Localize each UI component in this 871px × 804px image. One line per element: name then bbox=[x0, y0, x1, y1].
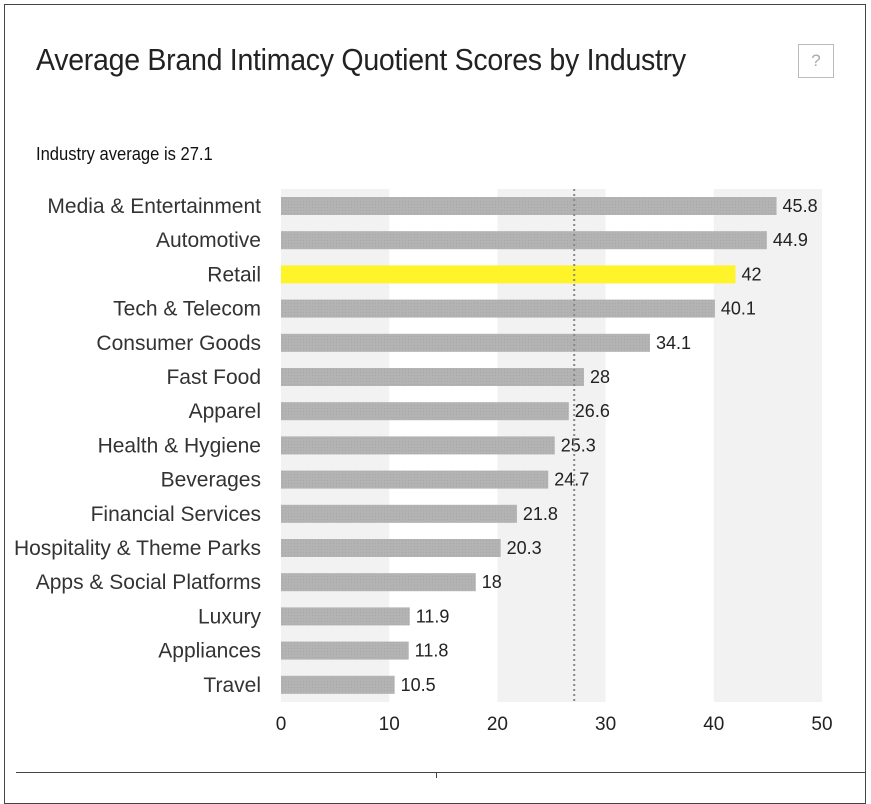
bar-highlight bbox=[281, 265, 736, 284]
value-label: 42 bbox=[741, 264, 761, 284]
bar bbox=[281, 231, 767, 250]
bar-chart: Media & Entertainment 45.8 Automotive 44.9 R… bbox=[14, 189, 833, 735]
category-label: Appliances bbox=[158, 640, 261, 663]
x-tick-label: 50 bbox=[811, 714, 832, 735]
bar bbox=[281, 436, 555, 455]
category-label: Travel bbox=[203, 674, 261, 697]
value-label: 11.8 bbox=[415, 641, 449, 661]
bar bbox=[281, 197, 777, 215]
x-tick-label: 20 bbox=[487, 714, 508, 735]
bar bbox=[281, 299, 715, 318]
value-label: 34.1 bbox=[656, 333, 691, 353]
value-label: 40.1 bbox=[721, 299, 756, 319]
bar bbox=[281, 607, 410, 626]
value-label: 21.8 bbox=[523, 504, 558, 524]
value-label: 26.6 bbox=[575, 401, 610, 421]
bar bbox=[281, 539, 501, 557]
value-label: 28 bbox=[590, 367, 610, 387]
category-label: Consumer Goods bbox=[96, 332, 261, 355]
value-label: 10.5 bbox=[401, 675, 436, 695]
chart-title: Average Brand Intimacy Quotient Scores b… bbox=[36, 42, 686, 77]
category-label: Apparel bbox=[189, 400, 261, 423]
category-label: Beverages bbox=[161, 469, 261, 492]
x-tick-label: 10 bbox=[379, 714, 400, 735]
x-tick-label: 0 bbox=[276, 714, 287, 735]
category-label: Hospitality & Theme Parks bbox=[14, 537, 261, 560]
help-icon: ? bbox=[811, 51, 821, 70]
divider-tick bbox=[436, 772, 437, 778]
category-label: Media & Entertainment bbox=[47, 195, 261, 218]
value-label: 44.9 bbox=[773, 230, 808, 250]
bar bbox=[281, 470, 549, 489]
category-label: Health & Hygiene bbox=[98, 434, 261, 457]
bar bbox=[281, 675, 395, 694]
value-label: 24.7 bbox=[554, 470, 589, 490]
help-button[interactable]: ? bbox=[798, 44, 834, 78]
bar bbox=[281, 504, 517, 523]
value-label: 11.9 bbox=[416, 606, 450, 626]
x-tick-label: 30 bbox=[595, 714, 616, 735]
chart-subtitle: Industry average is 27.1 bbox=[36, 144, 213, 164]
category-label: Financial Services bbox=[91, 503, 261, 526]
value-label: 45.8 bbox=[783, 196, 818, 216]
value-label: 18 bbox=[482, 572, 502, 592]
bar bbox=[281, 368, 584, 386]
category-label: Luxury bbox=[198, 605, 262, 628]
bar bbox=[281, 641, 409, 660]
category-label: Fast Food bbox=[166, 366, 261, 389]
category-label: Tech & Telecom bbox=[113, 298, 261, 321]
value-label: 25.3 bbox=[561, 435, 596, 455]
category-label: Automotive bbox=[156, 229, 261, 252]
x-tick-label: 40 bbox=[703, 714, 724, 735]
divider bbox=[16, 772, 866, 773]
value-label: 20.3 bbox=[507, 538, 542, 558]
bar bbox=[281, 573, 476, 592]
category-label: Apps & Social Platforms bbox=[36, 571, 261, 594]
bar bbox=[281, 333, 650, 352]
category-label: Retail bbox=[207, 263, 261, 286]
bar bbox=[281, 402, 569, 421]
